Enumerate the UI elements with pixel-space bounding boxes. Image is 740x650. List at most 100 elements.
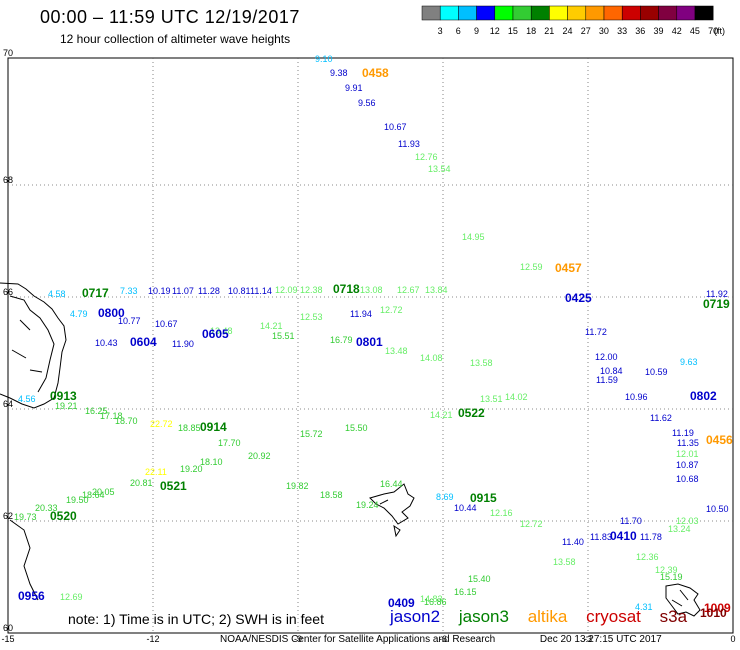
wave-height-value: 16.44 xyxy=(380,479,403,489)
wave-height-value: 18.58 xyxy=(320,490,343,500)
colorbar-tick-label: 6 xyxy=(456,26,461,36)
wave-height-value: 13.58 xyxy=(470,358,493,368)
colorbar-swatch xyxy=(476,5,496,21)
lon-tick-label: -6 xyxy=(439,634,447,644)
colorbar-tick-label: 70 xyxy=(708,26,718,36)
pass-time-label: 1009 xyxy=(704,601,731,615)
wave-height-value: 12.72 xyxy=(380,305,403,315)
wave-height-value: 10.87 xyxy=(676,460,699,470)
legend-cryosat: cryosat xyxy=(586,607,641,626)
colorbar-tick-label: 15 xyxy=(508,26,518,36)
lat-tick-label: 66 xyxy=(3,287,13,297)
wave-height-value: 10.84 xyxy=(600,366,623,376)
wave-height-value: 12.53 xyxy=(300,312,323,322)
wave-height-value: 10.68 xyxy=(676,474,699,484)
wave-height-value: 15.72 xyxy=(300,429,323,439)
map-grid xyxy=(7,57,734,634)
colorbar-swatch xyxy=(603,5,623,21)
wave-height-value: 11.35 xyxy=(677,438,699,448)
wave-height-value: 11.72 xyxy=(585,327,607,337)
wave-height-value: 4.31 xyxy=(635,602,653,612)
colorbar-tick-label: 30 xyxy=(599,26,609,36)
wave-height-value: 12.67 xyxy=(397,285,420,295)
lat-tick-label: 62 xyxy=(3,511,13,521)
pass-time-label: 0914 xyxy=(200,420,227,434)
page-title: 00:00 – 11:59 UTC 12/19/2017 xyxy=(40,7,300,27)
lat-tick-label: 64 xyxy=(3,399,13,409)
wave-height-value: 11.19 xyxy=(672,428,694,438)
wave-height-value: 18.10 xyxy=(200,457,223,467)
wave-height-value: 20.33 xyxy=(35,503,58,513)
wave-height-value: 16.86 xyxy=(424,597,447,607)
colorbar-swatch xyxy=(640,5,659,21)
colorbar-swatch xyxy=(421,5,441,21)
colorbar-tick-label: 18 xyxy=(526,26,536,36)
page-subtitle: 12 hour collection of altimeter wave hei… xyxy=(60,32,291,46)
wave-height-value: 16.79 xyxy=(330,335,353,345)
pass-time-label: 0956 xyxy=(18,589,45,603)
wave-height-value: 12.09 xyxy=(275,285,298,295)
wave-height-value: 11.40 xyxy=(562,537,584,547)
colorbar-swatch xyxy=(621,5,641,21)
colorbar-swatches xyxy=(421,5,714,21)
greenland-coast xyxy=(0,282,67,409)
wave-height-value: 11.78 xyxy=(640,532,662,542)
lon-tick-label: 0 xyxy=(730,634,735,644)
wave-height-value: 9.91 xyxy=(345,83,363,93)
pass-time-label: 0719 xyxy=(703,297,730,311)
wave-height-value: 15.19 xyxy=(660,572,683,582)
pass-time-label: 0410 xyxy=(610,529,637,543)
lon-tick-label: -3 xyxy=(584,634,592,644)
wave-height-value: 15.50 xyxy=(345,423,368,433)
pass-time-label: 0458 xyxy=(362,66,389,80)
wave-height-value: 14.83 xyxy=(420,594,443,604)
colorbar-tick-label: 3 xyxy=(438,26,443,36)
wave-height-value: 13.58 xyxy=(553,557,576,567)
wave-height-value: 11.59 xyxy=(596,375,618,385)
wave-height-value: 12.76 xyxy=(415,152,438,162)
wave-height-value: 11.94 xyxy=(350,309,372,319)
wave-height-value: 9.63 xyxy=(680,357,698,367)
colorbar-tick-label: 21 xyxy=(544,26,554,36)
lat-tick-label: 70 xyxy=(3,48,13,58)
colorbar-tick-label: 42 xyxy=(672,26,682,36)
colorbar-tick-label: 45 xyxy=(690,26,700,36)
wave-height-value: 13.48 xyxy=(385,346,408,356)
wave-height-value: 10.44 xyxy=(454,503,477,513)
wave-height-value: 12.36 xyxy=(636,552,659,562)
wave-height-value: 19.73 xyxy=(14,512,37,522)
colorbar-legend: 3 6 9 12 15 18 21 24 27 30 33 36 39 42 45 70(ft) xyxy=(421,5,725,36)
wave-height-value: 14.21 xyxy=(430,410,453,420)
wave-height-value: 9.56 xyxy=(358,98,376,108)
pass-time-label: 0425 xyxy=(565,291,592,305)
wave-height-value: 10.59 xyxy=(645,367,668,377)
colorbar-swatch xyxy=(458,5,477,21)
pass-time-label: 0604 xyxy=(130,335,157,349)
wave-height-value: 20.81 xyxy=(130,478,153,488)
colorbar-swatch xyxy=(549,5,568,21)
pass-time-label: 0915 xyxy=(470,491,497,505)
wave-height-value: 11.14 xyxy=(250,286,272,296)
wave-height-value: 22.11 xyxy=(145,467,167,477)
legend-altika: altika xyxy=(527,607,568,626)
pass-time-label: 1010 xyxy=(700,606,727,620)
wave-height-value: 12.59 xyxy=(520,262,543,272)
faroe-islands xyxy=(369,483,415,538)
wave-height-value: 14.21 xyxy=(260,321,283,331)
wave-height-value: 13.08 xyxy=(360,285,383,295)
wave-height-value: 19.82 xyxy=(286,481,309,491)
pass-time-label: 0522 xyxy=(458,406,485,420)
wave-height-value: 11.92 xyxy=(706,289,728,299)
wave-height-value: 14.08 xyxy=(420,353,443,363)
colorbar-tick-label: 36 xyxy=(635,26,645,36)
wave-height-value: 18.64 xyxy=(82,490,105,500)
greenland-coast-inlets xyxy=(9,295,55,393)
wave-height-value: 14.95 xyxy=(462,232,485,242)
wave-height-value: 18.70 xyxy=(115,416,138,426)
wave-height-value: 12.69 xyxy=(60,592,83,602)
wave-height-value: 12.00 xyxy=(595,352,618,362)
pass-time-label: 0456 xyxy=(706,433,733,447)
map-frame xyxy=(7,57,734,634)
wave-height-value: 13.24 xyxy=(668,524,691,534)
colorbar-swatch xyxy=(585,5,605,21)
